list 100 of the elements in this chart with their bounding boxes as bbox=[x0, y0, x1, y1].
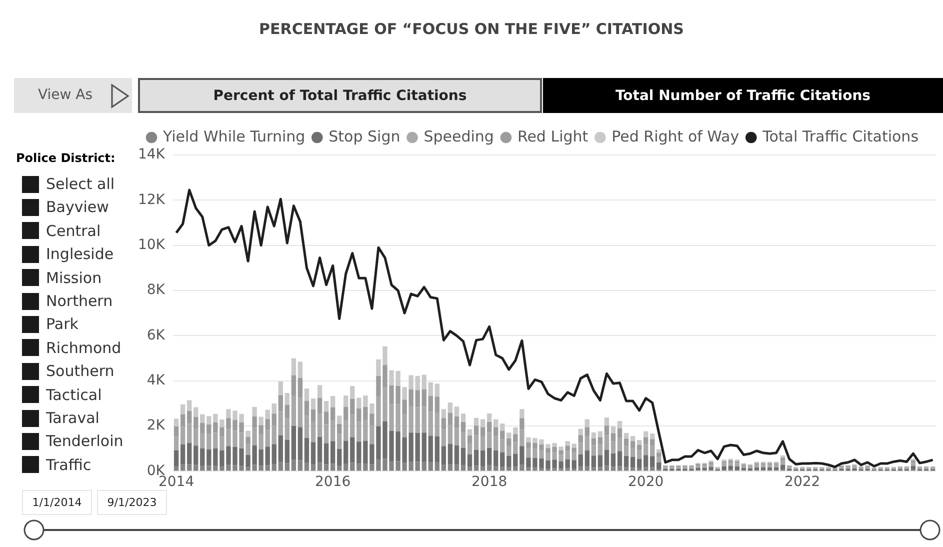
bar bbox=[336, 448, 342, 466]
bar bbox=[350, 386, 355, 399]
bar bbox=[291, 396, 296, 426]
bar bbox=[467, 454, 472, 467]
bar bbox=[910, 462, 916, 466]
bar bbox=[344, 406, 348, 420]
bar bbox=[186, 400, 192, 411]
bar bbox=[500, 430, 505, 440]
y-tick-label: 14K bbox=[138, 146, 166, 163]
bar bbox=[272, 464, 276, 471]
legend-label: Stop Sign bbox=[328, 127, 400, 146]
bar bbox=[356, 442, 362, 464]
text: Traffic bbox=[46, 456, 92, 474]
bar bbox=[317, 385, 322, 398]
bar bbox=[304, 416, 310, 438]
x-tick-label: 2016 bbox=[314, 474, 351, 490]
bar bbox=[734, 466, 740, 470]
bar bbox=[317, 436, 322, 463]
bar bbox=[454, 406, 460, 416]
text: Park bbox=[46, 315, 78, 334]
bar bbox=[460, 422, 466, 432]
bar bbox=[422, 461, 426, 471]
bar bbox=[741, 468, 746, 470]
bar bbox=[317, 462, 322, 471]
bar bbox=[265, 446, 270, 466]
bar bbox=[344, 396, 348, 407]
bar bbox=[278, 382, 283, 396]
bar bbox=[617, 466, 622, 471]
bar bbox=[500, 424, 505, 431]
text: Mission bbox=[46, 268, 102, 287]
bar bbox=[180, 414, 186, 426]
bar bbox=[200, 448, 205, 466]
bar bbox=[174, 466, 179, 471]
bar bbox=[643, 455, 648, 468]
bar bbox=[760, 464, 766, 468]
bar bbox=[291, 426, 296, 460]
bar bbox=[448, 425, 453, 444]
bar bbox=[650, 439, 655, 446]
bar bbox=[617, 451, 622, 466]
bar bbox=[298, 398, 303, 428]
bar bbox=[324, 464, 329, 471]
bar bbox=[434, 462, 440, 471]
bar bbox=[278, 411, 283, 436]
bar bbox=[441, 464, 446, 471]
bar bbox=[278, 435, 283, 462]
bar bbox=[598, 444, 603, 456]
text: Ingleside bbox=[46, 245, 114, 264]
x-tick-label: 2022 bbox=[784, 474, 820, 490]
bar bbox=[494, 436, 498, 450]
text: Northern bbox=[46, 292, 113, 310]
bar bbox=[598, 455, 603, 468]
bar bbox=[434, 384, 440, 397]
bar bbox=[252, 406, 257, 416]
bar bbox=[422, 374, 426, 390]
bar bbox=[174, 418, 179, 426]
legend-label: Ped Right of Way bbox=[612, 127, 740, 146]
bar bbox=[186, 410, 192, 424]
bar bbox=[643, 444, 648, 456]
bar bbox=[350, 398, 355, 414]
bar bbox=[728, 462, 733, 466]
bar bbox=[480, 436, 486, 450]
bar bbox=[428, 412, 433, 436]
x-tick-label: 2020 bbox=[628, 474, 664, 490]
bar bbox=[624, 445, 629, 456]
bar bbox=[186, 424, 192, 443]
legend-label: Red Light bbox=[517, 127, 588, 146]
bar bbox=[636, 468, 642, 471]
bar bbox=[630, 447, 636, 457]
bar bbox=[780, 464, 786, 470]
bar bbox=[310, 409, 316, 422]
bar bbox=[200, 422, 205, 434]
bar bbox=[174, 450, 179, 466]
y-tick-label: 2K bbox=[146, 418, 166, 434]
bar bbox=[774, 464, 779, 468]
bar bbox=[186, 442, 192, 464]
bar bbox=[174, 436, 179, 450]
bar bbox=[494, 450, 498, 466]
bar bbox=[310, 398, 316, 410]
bar bbox=[480, 450, 486, 466]
bar bbox=[584, 466, 590, 471]
text: View As bbox=[38, 87, 93, 103]
bar bbox=[578, 435, 583, 443]
bar bbox=[610, 453, 616, 467]
bar bbox=[330, 464, 336, 471]
bar bbox=[572, 452, 576, 460]
bar bbox=[460, 414, 466, 422]
bar bbox=[454, 464, 460, 471]
bar bbox=[610, 426, 616, 434]
bar bbox=[460, 432, 466, 448]
bar bbox=[754, 467, 760, 470]
bar bbox=[180, 426, 186, 444]
bar bbox=[246, 436, 250, 444]
bar bbox=[754, 464, 760, 468]
bar bbox=[578, 454, 583, 467]
bar bbox=[584, 436, 590, 450]
bar bbox=[454, 416, 460, 428]
bar bbox=[330, 441, 336, 464]
bar bbox=[356, 464, 362, 471]
bar bbox=[584, 419, 590, 428]
text: Taraval bbox=[46, 409, 100, 427]
